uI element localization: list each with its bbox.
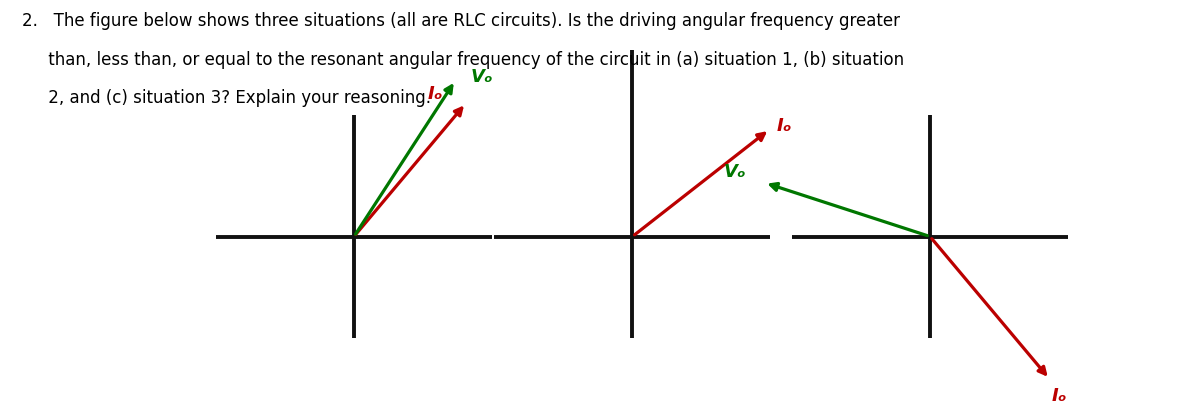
Text: Iₒ: Iₒ xyxy=(776,116,792,134)
Text: Vₒ: Vₒ xyxy=(724,162,746,180)
Text: Iₒ: Iₒ xyxy=(428,85,444,103)
Text: 2.   The figure below shows three situations (all are RLC circuits). Is the driv: 2. The figure below shows three situatio… xyxy=(22,12,900,30)
Text: Vₒ: Vₒ xyxy=(470,68,493,85)
Text: than, less than, or equal to the resonant angular frequency of the circuit in (a: than, less than, or equal to the resonan… xyxy=(22,51,904,68)
Text: Iₒ: Iₒ xyxy=(1051,386,1067,404)
Text: 2, and (c) situation 3? Explain your reasoning.: 2, and (c) situation 3? Explain your rea… xyxy=(22,89,431,107)
